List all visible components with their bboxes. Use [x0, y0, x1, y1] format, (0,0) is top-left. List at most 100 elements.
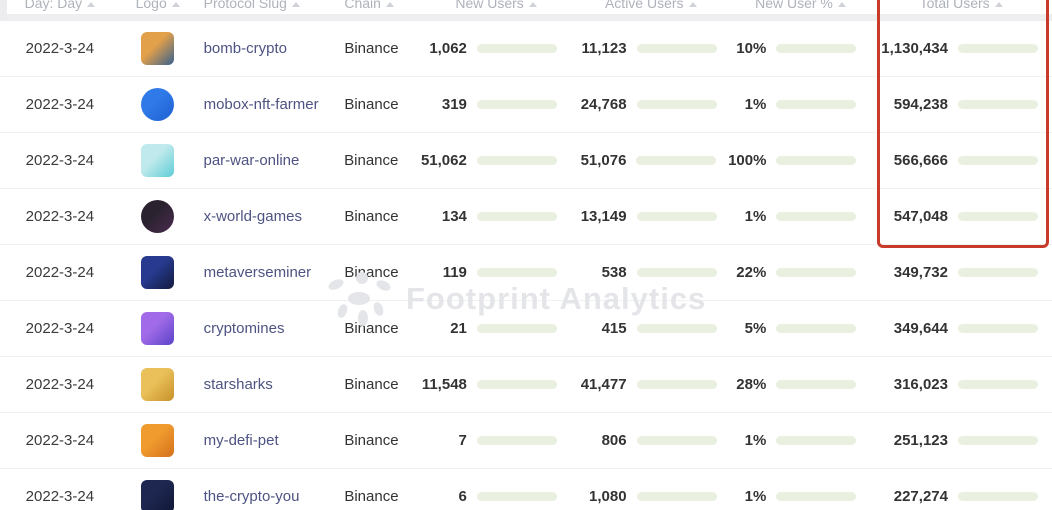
active-users-cell: 41,477	[571, 376, 731, 393]
sort-caret-icon[interactable]	[688, 1, 697, 7]
chain-cell: Binance	[344, 320, 399, 337]
protocol-slug-link[interactable]: bomb-crypto	[203, 40, 287, 57]
col-header-new-users[interactable]: New Users	[421, 0, 571, 13]
total-users-value: 349,732	[893, 264, 948, 281]
logo-cell	[120, 200, 196, 233]
active-users-cell: 24,768	[571, 96, 731, 113]
protocol-slug-link[interactable]: x-world-games	[203, 208, 302, 225]
protocol-slug-link[interactable]: starsharks	[203, 376, 273, 393]
logo-cell	[120, 368, 196, 401]
total-users-bar	[957, 44, 1038, 53]
sort-caret-icon[interactable]	[837, 1, 846, 7]
active-users-bar	[636, 268, 717, 277]
new-users-value: 1,062	[429, 40, 467, 57]
col-header-new-user-pct[interactable]: New User %	[731, 0, 871, 13]
active-users-cell: 806	[571, 432, 731, 449]
col-header-logo[interactable]: Logo	[120, 0, 196, 13]
protocol-slug-link[interactable]: the-crypto-you	[203, 488, 300, 505]
col-header-day-label: Day: Day	[24, 0, 83, 11]
chain-cell: Binance	[344, 432, 399, 449]
chain-cell: Binance	[344, 152, 399, 169]
logo-cell	[120, 256, 196, 289]
col-header-day[interactable]: Day: Day	[0, 0, 120, 13]
active-users-bar	[636, 100, 717, 109]
sort-caret-icon[interactable]	[528, 1, 537, 7]
col-header-total-users[interactable]: Total Users	[870, 0, 1052, 13]
new-users-value: 51,062	[420, 152, 467, 169]
new-user-pct-cell: 22%	[731, 264, 871, 281]
protocol-slug-cell: starsharks	[196, 376, 330, 393]
sort-caret-icon[interactable]	[87, 1, 96, 7]
header-divider	[0, 14, 1052, 21]
protocol-slug-cell: my-defi-pet	[196, 432, 330, 449]
total-users-bar	[957, 100, 1038, 109]
protocol-slug-cell: mobox-nft-farmer	[196, 96, 330, 113]
active-users-value: 1,080	[589, 488, 627, 505]
total-users-value: 251,123	[893, 432, 948, 449]
total-users-bar	[957, 268, 1038, 277]
table-row: 2022-3-24 metaverseminer Binance 119 538…	[0, 245, 1052, 301]
logo-cell	[120, 144, 196, 177]
new-user-pct-cell: 10%	[731, 40, 871, 57]
active-users-cell: 1,080	[571, 488, 731, 505]
sort-caret-icon[interactable]	[385, 1, 394, 7]
chain-cell: Binance	[344, 96, 399, 113]
protocol-slug-link[interactable]: metaverseminer	[203, 264, 312, 281]
chain-cell: Binance	[344, 264, 399, 281]
day-cell: 2022-3-24	[25, 152, 95, 169]
day-cell: 2022-3-24	[25, 96, 95, 113]
new-users-bar	[476, 380, 557, 389]
new-user-pct-value: 1%	[744, 208, 767, 225]
protocol-slug-link[interactable]: par-war-online	[203, 152, 300, 169]
x-world-games-logo	[141, 200, 175, 233]
protocol-slug-cell: metaverseminer	[196, 264, 330, 281]
protocol-slug-cell: cryptomines	[196, 320, 330, 337]
protocol-slug-link[interactable]: mobox-nft-farmer	[203, 96, 319, 113]
col-header-active-users[interactable]: Active Users	[571, 0, 731, 13]
new-user-pct-value: 22%	[736, 264, 767, 281]
day-cell: 2022-3-24	[25, 208, 95, 225]
sort-caret-icon[interactable]	[994, 1, 1003, 7]
sort-caret-icon[interactable]	[291, 1, 300, 7]
new-user-pct-cell: 1%	[731, 488, 871, 505]
new-users-cell: 21	[421, 320, 571, 337]
new-users-cell: 6	[421, 488, 571, 505]
total-users-value: 316,023	[893, 376, 948, 393]
total-users-cell: 566,666	[870, 152, 1052, 169]
protocol-slug-link[interactable]: cryptomines	[203, 320, 285, 337]
sort-caret-icon[interactable]	[171, 1, 180, 7]
total-users-value: 1,130,434	[881, 40, 948, 57]
col-header-protocol-slug[interactable]: Protocol Slug	[196, 0, 330, 13]
new-user-pct-cell: 5%	[731, 320, 871, 337]
new-users-cell: 1,062	[421, 40, 571, 57]
new-users-bar	[476, 212, 557, 221]
new-user-pct-value: 1%	[744, 432, 767, 449]
active-users-cell: 13,149	[571, 208, 731, 225]
new-users-cell: 319	[421, 96, 571, 113]
protocol-slug-link[interactable]: my-defi-pet	[203, 432, 279, 449]
active-users-cell: 51,076	[571, 152, 731, 169]
chain-cell: Binance	[344, 376, 399, 393]
total-users-cell: 1,130,434	[870, 40, 1052, 57]
mobox-nft-farmer-logo	[141, 88, 175, 121]
active-users-bar	[636, 156, 717, 165]
total-users-cell: 349,732	[870, 264, 1052, 281]
my-defi-pet-logo	[141, 424, 175, 457]
col-header-chain[interactable]: Chain	[329, 0, 421, 13]
active-users-value: 11,123	[581, 40, 627, 57]
new-user-pct-value: 100%	[728, 152, 767, 169]
active-users-cell: 538	[571, 264, 731, 281]
table-row: 2022-3-24 starsharks Binance 11,548 41,4…	[0, 357, 1052, 413]
table-header: Day: Day Logo Protocol Slug Chain New Us…	[0, 0, 1052, 14]
logo-cell	[120, 480, 196, 510]
new-user-pct-bar	[776, 380, 857, 389]
new-user-pct-bar	[776, 324, 857, 333]
new-users-value: 119	[442, 264, 467, 281]
new-user-pct-cell: 1%	[731, 208, 871, 225]
new-user-pct-bar	[776, 268, 857, 277]
new-user-pct-value: 1%	[744, 488, 767, 505]
new-users-bar	[476, 324, 557, 333]
active-users-value: 13,149	[580, 208, 627, 225]
day-cell: 2022-3-24	[25, 432, 95, 449]
